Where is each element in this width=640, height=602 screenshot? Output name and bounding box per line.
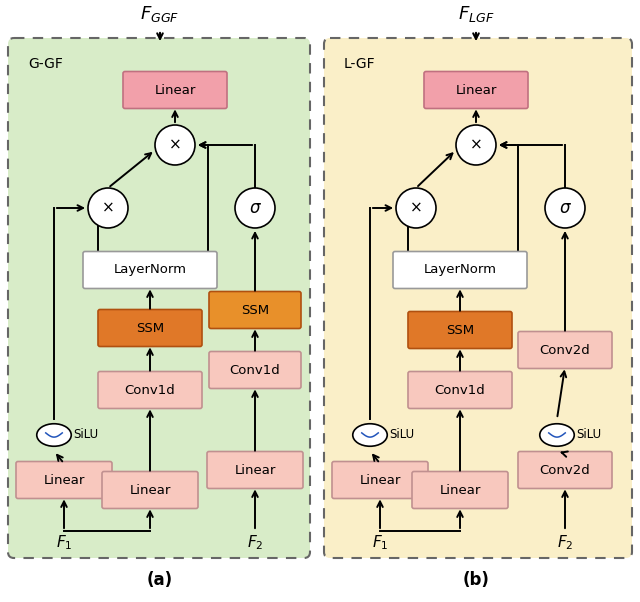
Text: ×: × — [168, 137, 181, 152]
FancyBboxPatch shape — [393, 252, 527, 288]
Text: ×: × — [410, 200, 422, 216]
Circle shape — [545, 188, 585, 228]
Ellipse shape — [353, 424, 387, 446]
FancyBboxPatch shape — [209, 352, 301, 388]
FancyBboxPatch shape — [324, 38, 632, 558]
Text: $F_2$: $F_2$ — [247, 533, 263, 553]
Ellipse shape — [540, 424, 574, 446]
Text: Conv2d: Conv2d — [540, 464, 590, 477]
Text: $F_2$: $F_2$ — [557, 533, 573, 553]
FancyBboxPatch shape — [16, 462, 112, 498]
Text: LayerNorm: LayerNorm — [424, 264, 497, 276]
Text: SSM: SSM — [446, 323, 474, 337]
FancyBboxPatch shape — [123, 72, 227, 108]
FancyBboxPatch shape — [102, 471, 198, 509]
FancyBboxPatch shape — [412, 471, 508, 509]
Circle shape — [88, 188, 128, 228]
Text: LayerNorm: LayerNorm — [113, 264, 186, 276]
Text: σ: σ — [250, 199, 260, 217]
Ellipse shape — [36, 424, 71, 446]
Text: Linear: Linear — [359, 474, 401, 486]
Text: G-GF: G-GF — [28, 57, 63, 71]
Text: SiLU: SiLU — [390, 429, 415, 441]
Text: Linear: Linear — [439, 483, 481, 497]
Text: (b): (b) — [463, 571, 490, 589]
Text: $F_{LGF}$: $F_{LGF}$ — [458, 4, 494, 24]
Text: SiLU: SiLU — [577, 429, 602, 441]
FancyBboxPatch shape — [98, 309, 202, 347]
Text: Conv1d: Conv1d — [230, 364, 280, 376]
FancyBboxPatch shape — [83, 252, 217, 288]
Text: Conv1d: Conv1d — [435, 383, 485, 397]
FancyBboxPatch shape — [424, 72, 528, 108]
Text: Conv1d: Conv1d — [125, 383, 175, 397]
Text: Linear: Linear — [44, 474, 84, 486]
Text: (a): (a) — [147, 571, 173, 589]
Text: L-GF: L-GF — [344, 57, 376, 71]
Text: ×: × — [470, 137, 483, 152]
Text: SSM: SSM — [136, 321, 164, 335]
FancyBboxPatch shape — [98, 371, 202, 409]
Text: ×: × — [102, 200, 115, 216]
Text: $F_1$: $F_1$ — [372, 533, 388, 553]
FancyBboxPatch shape — [518, 332, 612, 368]
FancyBboxPatch shape — [518, 452, 612, 488]
Text: Linear: Linear — [234, 464, 276, 477]
Text: SiLU: SiLU — [74, 429, 99, 441]
Text: Linear: Linear — [129, 483, 171, 497]
Circle shape — [235, 188, 275, 228]
Circle shape — [396, 188, 436, 228]
Text: σ: σ — [560, 199, 570, 217]
FancyBboxPatch shape — [408, 371, 512, 409]
FancyBboxPatch shape — [332, 462, 428, 498]
Text: SSM: SSM — [241, 303, 269, 317]
Text: Linear: Linear — [455, 84, 497, 96]
Text: $F_1$: $F_1$ — [56, 533, 72, 553]
FancyBboxPatch shape — [209, 291, 301, 329]
Circle shape — [456, 125, 496, 165]
Text: $F_{GGF}$: $F_{GGF}$ — [140, 4, 180, 24]
FancyBboxPatch shape — [8, 38, 310, 558]
FancyBboxPatch shape — [408, 311, 512, 349]
FancyBboxPatch shape — [207, 452, 303, 488]
Circle shape — [155, 125, 195, 165]
Text: Linear: Linear — [154, 84, 196, 96]
Text: Conv2d: Conv2d — [540, 344, 590, 356]
